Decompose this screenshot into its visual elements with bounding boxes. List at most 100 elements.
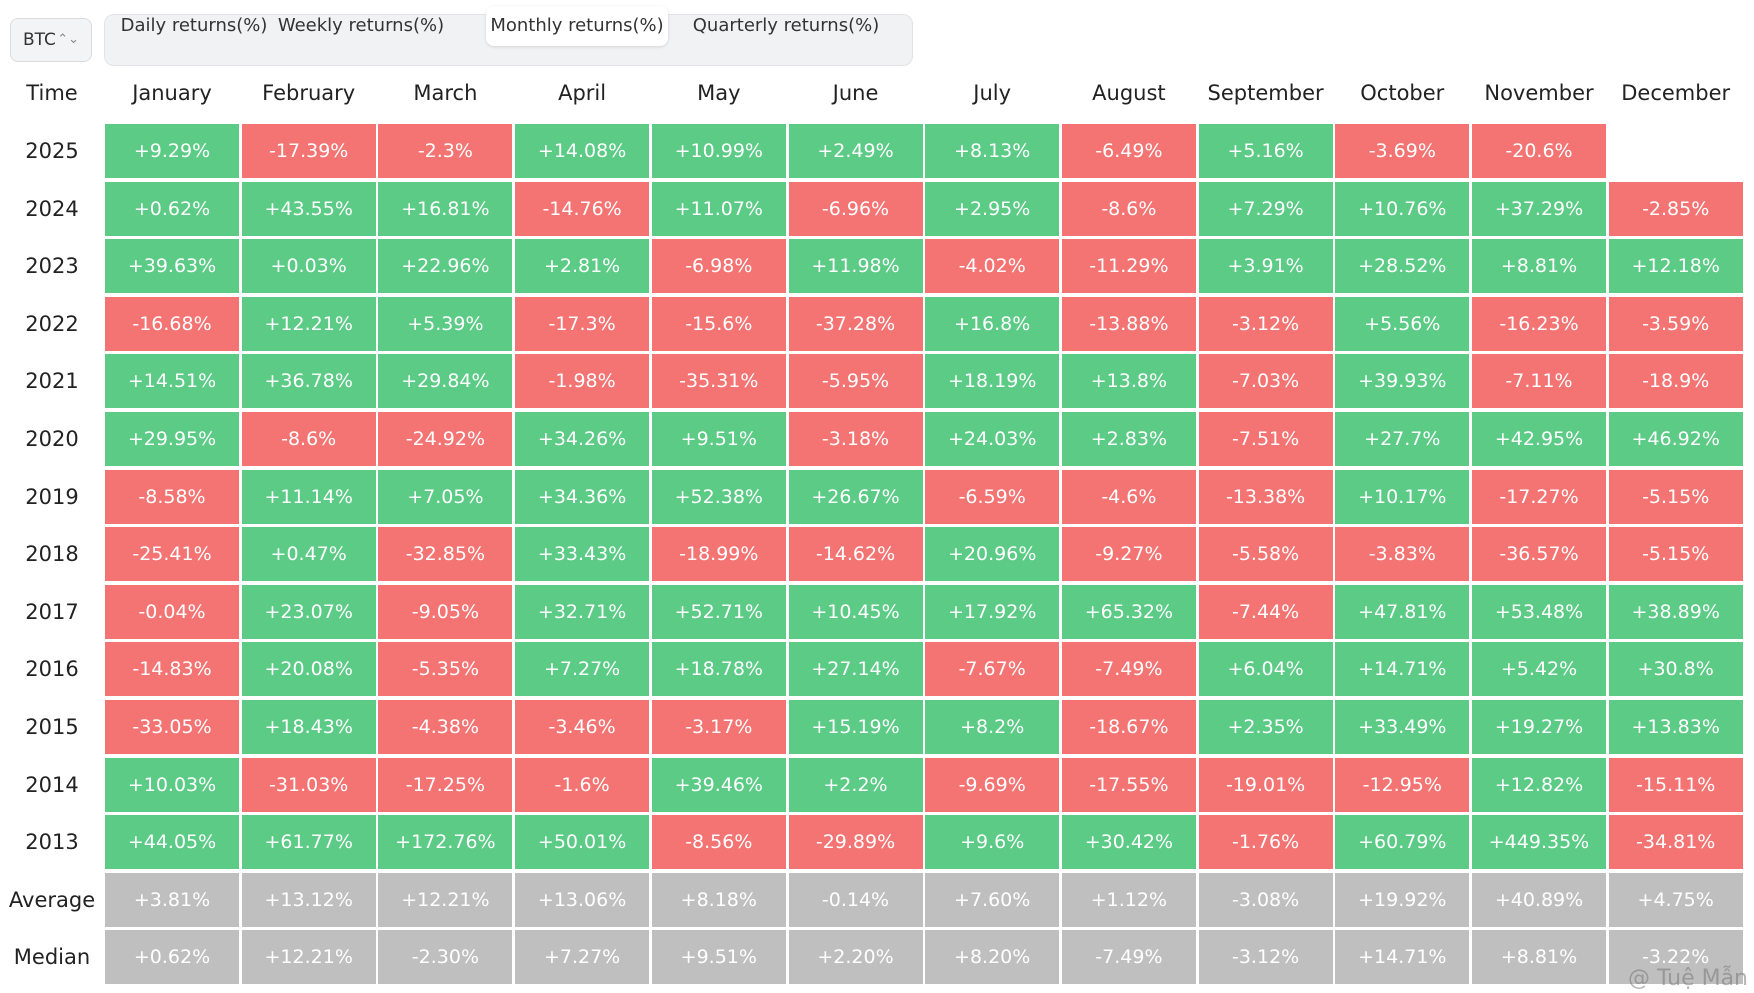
return-cell: -5.15% xyxy=(1608,527,1743,582)
summary-cell: +12.21% xyxy=(378,872,513,927)
return-cell: +33.49% xyxy=(1335,700,1470,754)
return-cell: +47.81% xyxy=(1335,584,1470,639)
return-cell: -7.03% xyxy=(1198,354,1333,409)
return-cell: -8.6% xyxy=(1061,181,1196,236)
return-cell: +2.83% xyxy=(1061,412,1196,466)
return-cell: +52.71% xyxy=(651,584,786,639)
return-cell: +61.77% xyxy=(241,815,376,870)
return-cell: +53.48% xyxy=(1472,584,1606,639)
return-cell: -3.46% xyxy=(515,700,650,754)
return-cell: +26.67% xyxy=(788,469,923,524)
summary-cell: +2.20% xyxy=(788,930,923,985)
return-cell: +24.03% xyxy=(925,412,1060,466)
column-header: October xyxy=(1360,81,1445,105)
return-cell: -18.9% xyxy=(1608,354,1743,409)
return-cell: -13.88% xyxy=(1061,296,1196,351)
return-cell: +13.83% xyxy=(1608,700,1743,754)
return-cell: -0.04% xyxy=(105,584,239,639)
asset-selector[interactable]: BTC ⌃⌄ xyxy=(10,18,92,62)
return-cell: +7.05% xyxy=(378,469,513,524)
return-cell: +52.38% xyxy=(651,469,786,524)
row-label: 2020 xyxy=(25,427,79,451)
return-cell: -4.38% xyxy=(378,700,513,754)
return-cell: +33.43% xyxy=(515,527,650,582)
summary-cell: +1.12% xyxy=(1061,872,1196,927)
row-label: 2016 xyxy=(25,657,79,682)
return-cell: -37.28% xyxy=(788,296,923,351)
return-cell: +5.42% xyxy=(1472,642,1606,697)
return-cell: +2.49% xyxy=(788,124,923,178)
return-cell: -2.85% xyxy=(1608,181,1743,236)
summary-cell: +9.51% xyxy=(651,930,786,985)
column-header: Time xyxy=(26,81,78,105)
return-cell: -14.62% xyxy=(788,527,923,582)
column-header: June xyxy=(832,81,879,105)
return-cell: +46.92% xyxy=(1608,412,1743,466)
return-cell: +23.07% xyxy=(241,584,376,639)
summary-cell: +13.12% xyxy=(241,872,376,927)
return-cell: -34.81% xyxy=(1608,815,1743,870)
return-cell: -5.35% xyxy=(378,642,513,697)
asset-label: BTC xyxy=(23,30,56,50)
return-cell: -9.05% xyxy=(378,584,513,639)
tab[interactable]: Quarterly returns(%) xyxy=(692,15,880,36)
return-cell: -6.98% xyxy=(651,239,786,294)
return-cell: +65.32% xyxy=(1061,584,1196,639)
summary-cell: +12.21% xyxy=(241,930,376,985)
column-header: May xyxy=(697,81,741,105)
return-cell: -4.02% xyxy=(925,239,1060,294)
return-cell: -8.56% xyxy=(651,815,786,870)
return-cell: +0.03% xyxy=(241,239,376,294)
return-cell: -5.58% xyxy=(1198,527,1333,582)
return-cell: +20.08% xyxy=(241,642,376,697)
return-cell: -14.83% xyxy=(105,642,239,697)
return-cell: -16.68% xyxy=(105,296,239,351)
return-cell: +12.82% xyxy=(1472,757,1606,812)
tab[interactable]: Daily returns(%) xyxy=(120,15,268,36)
summary-cell: +40.89% xyxy=(1472,872,1606,927)
row-label: 2013 xyxy=(25,830,79,855)
tab[interactable]: Monthly returns(%) xyxy=(486,6,668,46)
tab[interactable]: Weekly returns(%) xyxy=(277,15,445,36)
return-cell: +50.01% xyxy=(515,815,650,870)
column-header: January xyxy=(132,81,212,105)
return-cell: -7.67% xyxy=(925,642,1060,697)
return-cell: +6.04% xyxy=(1198,642,1333,697)
return-cell: +14.71% xyxy=(1335,642,1470,697)
return-cell: +10.45% xyxy=(788,584,923,639)
return-cell: -15.11% xyxy=(1608,757,1743,812)
summary-cell: -3.12% xyxy=(1198,930,1333,985)
summary-cell: -3.08% xyxy=(1198,872,1333,927)
return-cell: +14.51% xyxy=(105,354,239,409)
row-label: 2022 xyxy=(25,311,79,336)
return-cell: +30.42% xyxy=(1061,815,1196,870)
return-cell: +17.92% xyxy=(925,584,1060,639)
return-cell: -18.99% xyxy=(651,527,786,582)
summary-cell: +3.81% xyxy=(105,872,239,927)
return-cell: +39.46% xyxy=(651,757,786,812)
return-cell: -33.05% xyxy=(105,700,239,754)
row-label: 2021 xyxy=(25,369,79,394)
return-cell: -20.6% xyxy=(1472,124,1606,178)
summary-cell: +7.60% xyxy=(925,872,1060,927)
column-header: April xyxy=(558,81,607,105)
summary-cell: -7.49% xyxy=(1061,930,1196,985)
return-cell: +18.78% xyxy=(651,642,786,697)
return-cell: -5.95% xyxy=(788,354,923,409)
return-cell: +2.95% xyxy=(925,181,1060,236)
return-cell: +7.27% xyxy=(515,642,650,697)
watermark: @ Tuệ Mẫn xyxy=(1628,966,1748,991)
summary-cell: -2.30% xyxy=(378,930,513,985)
return-cell: -24.92% xyxy=(378,412,513,466)
return-cell: +10.03% xyxy=(105,757,239,812)
return-cell: -8.58% xyxy=(105,469,239,524)
return-cell: -1.76% xyxy=(1198,815,1333,870)
return-cell: +8.81% xyxy=(1472,239,1606,294)
return-cell: +18.19% xyxy=(925,354,1060,409)
return-cell: -12.95% xyxy=(1335,757,1470,812)
summary-cell: -3.22% xyxy=(1608,930,1743,985)
summary-cell: -0.14% xyxy=(788,872,923,927)
return-cell: +16.8% xyxy=(925,296,1060,351)
return-cell: -17.25% xyxy=(378,757,513,812)
return-cell: -1.6% xyxy=(515,757,650,812)
